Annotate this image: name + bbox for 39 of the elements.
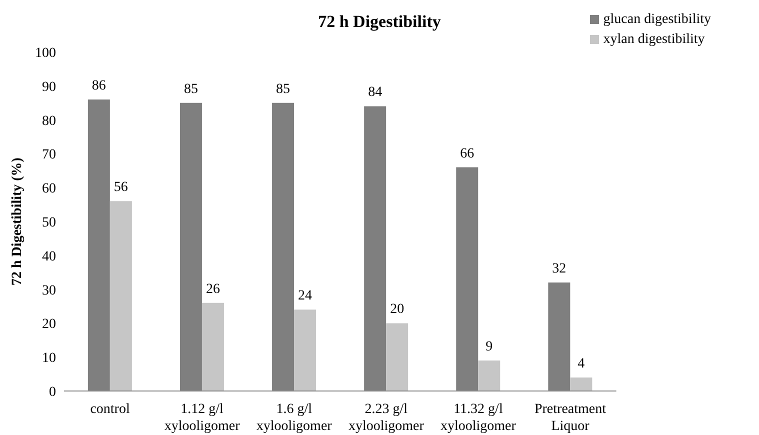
data-label: 84 [368, 85, 382, 100]
y-axis-title: 72 h Digestibility (%) [10, 157, 25, 286]
bar [386, 323, 408, 391]
y-tick-label: 20 [42, 317, 56, 332]
y-tick-label: 40 [42, 249, 56, 264]
bar [202, 302, 224, 391]
y-tick-label: 60 [42, 182, 56, 197]
legend-label: glucan digestibility [603, 12, 711, 27]
x-tick-label: Pretreatment Liquor [534, 402, 606, 434]
y-tick-label: 0 [49, 384, 56, 400]
x-tick-label: 2.23 g/l xylooligomer [348, 402, 424, 434]
data-label: 26 [206, 282, 220, 297]
data-label: 85 [276, 82, 290, 97]
x-tick-label: 1.6 g/l xylooligomer [256, 402, 332, 434]
data-label: 85 [184, 82, 198, 97]
data-label: 32 [552, 262, 566, 277]
bar [478, 360, 500, 391]
x-tick-label: 11.32 g/l xylooligomer [440, 402, 516, 434]
chart-title: 72 h Digestibility [318, 12, 441, 31]
bar [294, 310, 316, 391]
data-label: 86 [92, 78, 106, 94]
y-tick-label: 30 [42, 283, 56, 298]
y-tick-label: 70 [42, 148, 56, 163]
y-tick-label: 80 [42, 114, 56, 129]
data-label: 20 [390, 302, 404, 318]
y-tick-label: 50 [42, 215, 56, 230]
data-label: 9 [486, 339, 493, 354]
data-label: 24 [298, 288, 312, 304]
bar [570, 377, 592, 391]
data-label: 4 [578, 356, 585, 372]
y-tick-label: 10 [42, 351, 56, 366]
x-tick-label: control [90, 402, 130, 417]
data-label: 56 [114, 180, 128, 196]
y-tick-label: 90 [42, 80, 56, 95]
bar [110, 201, 132, 391]
data-label: 66 [460, 146, 474, 162]
y-tick-label: 100 [35, 46, 56, 61]
legend-label: xylan digestibility [603, 32, 705, 47]
x-tick-label: 1.12 g/l xylooligomer [164, 402, 240, 434]
